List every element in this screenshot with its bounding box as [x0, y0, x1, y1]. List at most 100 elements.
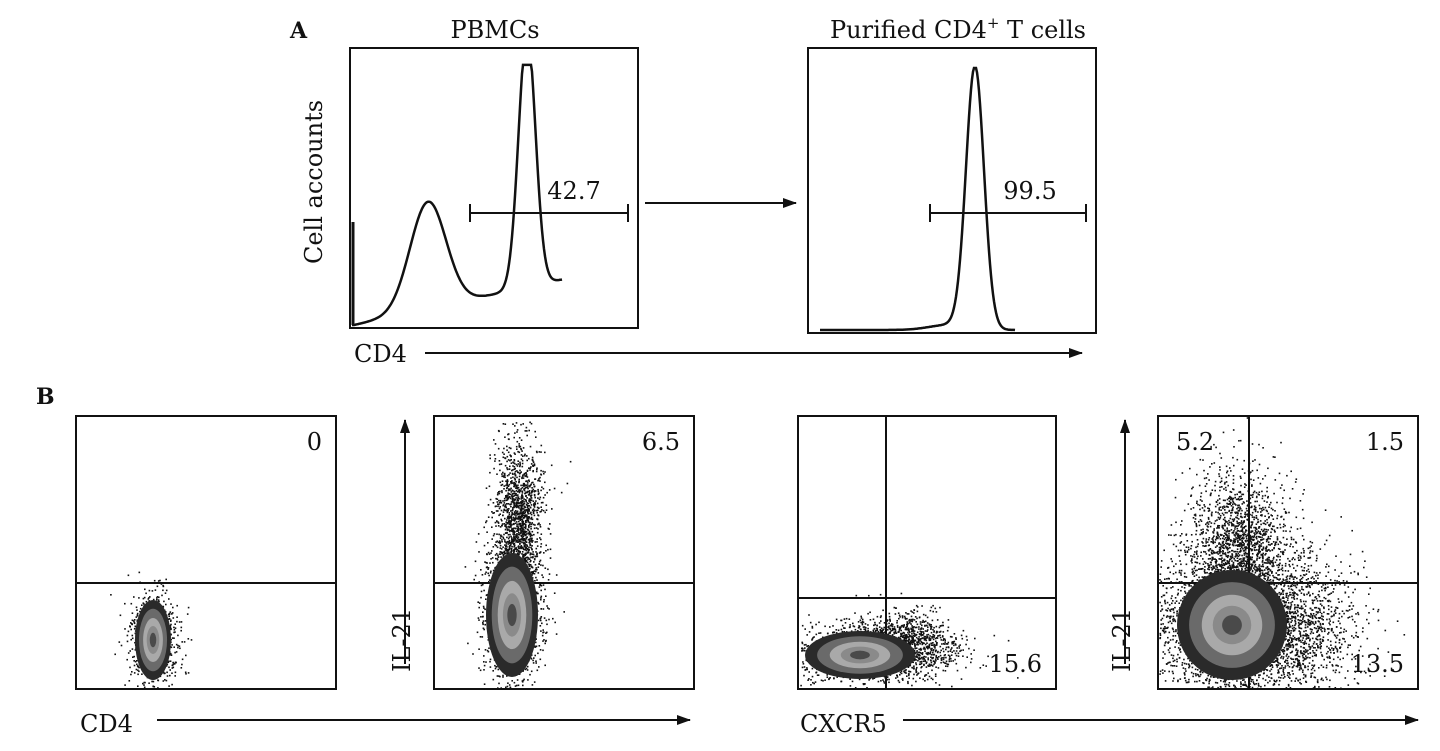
dot-plot-3-cell	[955, 654, 958, 657]
dot-plot-2-cell	[489, 658, 492, 661]
dot-plot-2-cell	[529, 469, 531, 471]
dot-plot-3-cell	[918, 628, 920, 630]
dot-plot-2-cell	[522, 521, 525, 523]
dot-plot-2-cell	[513, 495, 516, 497]
dot-plot-3-cell	[950, 660, 952, 662]
dot-plot-2-cell	[524, 668, 527, 671]
dot-plot-2-cell	[508, 508, 510, 510]
dot-plot-2-cell	[515, 490, 518, 492]
dot-plot-2-cell	[512, 542, 514, 544]
dot-plot-2-cell	[547, 548, 549, 551]
dot-plot-2-cell	[525, 531, 528, 533]
dot-plot-2-cell	[515, 516, 517, 518]
dot-plot-1-cell	[171, 637, 174, 639]
dot-plot-2-cell	[540, 589, 542, 592]
dot-plot-2-cell	[537, 652, 539, 655]
dot-plot-2-cell	[539, 480, 541, 482]
dot-plot-2-cell	[500, 484, 503, 487]
dot-plot-2-cell	[478, 648, 480, 650]
dot-plot-2-cell	[539, 511, 541, 513]
dot-plot-2-cell	[515, 492, 517, 495]
dot-plot-2-cell	[520, 502, 523, 505]
dot-plot-2-cell	[542, 501, 544, 504]
dot-plot-2-cell	[518, 445, 520, 447]
dot-plot-3-cell	[884, 687, 887, 690]
dot-plot-2-cell	[478, 551, 480, 553]
dot-plot-2-cell	[524, 552, 527, 555]
dot-plot-2-cell	[523, 542, 526, 544]
dot-plot-2-cell	[490, 552, 492, 554]
dot-plot-3-cell	[924, 643, 927, 646]
dot-plot-1-cell	[153, 579, 156, 582]
dot-plot-2-cell	[536, 467, 538, 469]
dot-plot-1-cell	[159, 579, 161, 582]
dot-plot-2-cell	[491, 538, 493, 540]
dot-plot-2-cell	[518, 491, 521, 494]
dot-plot-2-cell	[484, 649, 487, 651]
dot-plot-2-cell	[514, 685, 517, 687]
dot-plot-2-cell	[496, 493, 499, 496]
dot-plot-2-cell	[525, 474, 528, 477]
dot-plot-2-cell	[480, 616, 482, 618]
dot-plot-2-cell	[513, 481, 516, 484]
dot-plot-2-cell	[524, 523, 527, 525]
dot-plot-3-cell	[858, 678, 861, 681]
dot-plot-3-cell	[893, 632, 896, 635]
dot-plot-1-cell	[149, 596, 151, 598]
dot-plot-3-cell	[919, 639, 922, 641]
purified-histogram-frame	[807, 47, 1097, 334]
dot-plot-2-cell	[499, 553, 502, 555]
dot-plot-3-cell	[993, 634, 996, 637]
dot-plot-2-cell	[481, 636, 484, 638]
dot-plot-3-cell	[811, 625, 814, 628]
dot-plot-1-cell	[168, 615, 170, 618]
dot-plot-2-cell	[531, 684, 534, 686]
dot-plot-3-cell	[932, 678, 934, 681]
dot-plot-2-cell	[522, 679, 525, 682]
dot-plot-1-cell	[126, 640, 129, 643]
dot-plot-2-cell	[525, 549, 528, 552]
dot-plot-2-cell	[527, 538, 530, 541]
dot-plot-2-cell	[536, 568, 538, 571]
dot-plot-2-cell	[501, 519, 503, 522]
dot-plot-2-cell	[503, 485, 506, 487]
dot-plot-2-cell	[534, 503, 537, 506]
dot-plot-2-cell	[538, 586, 541, 588]
dot-plot-2-cell	[533, 561, 535, 563]
dot-plot-2-cell	[506, 460, 508, 463]
dot-plot-2-cell	[541, 574, 543, 576]
dot-plot-2-cell	[530, 504, 533, 506]
dot-plot-1-cell	[137, 669, 139, 672]
dot-plot-3-cells	[800, 592, 1019, 690]
dot-plot-2-cell	[511, 489, 514, 492]
dot-plot-3-cell	[853, 625, 856, 628]
dot-plot-2-cell	[505, 480, 507, 482]
dot-plot-2-cell	[532, 508, 535, 510]
dot-plot-2-cell	[510, 543, 512, 546]
dot-plot-2-cell	[505, 686, 507, 689]
dot-plot-2-cell	[526, 430, 528, 432]
dot-plot-2-cell	[533, 493, 536, 496]
dot-plot-3-cell	[987, 655, 989, 658]
dot-plot-2-cell	[492, 546, 495, 548]
dot-plot-2-cell	[525, 484, 527, 487]
dot-plot-1-cell	[157, 679, 159, 681]
dot-plot-3-cell	[912, 677, 915, 680]
dot-plot-2-cell	[501, 473, 503, 475]
dot-plot-1-cell	[134, 649, 137, 651]
dot-plot-2-cell	[538, 522, 540, 525]
dot-plot-2-cell	[517, 496, 519, 499]
dot-plot-2-cell	[518, 547, 520, 549]
dot-plot-2-cell	[520, 498, 522, 500]
dot-plot-2-cell	[506, 536, 508, 539]
dot-plot-3-cell	[934, 673, 937, 675]
dot-plot-2-cell	[537, 572, 540, 574]
dot-plot-2-cell	[520, 488, 522, 490]
dot-plot-2-cell	[536, 502, 539, 505]
dot-plot-2-cell	[515, 521, 518, 523]
dot-plot-2-cell	[489, 666, 492, 668]
dot-plot-2-cell	[523, 534, 526, 536]
dot-plot-2-cell	[517, 502, 519, 505]
dot-plot-1-cell	[141, 673, 143, 675]
cd4-xlabel-b: CD4	[80, 710, 133, 738]
